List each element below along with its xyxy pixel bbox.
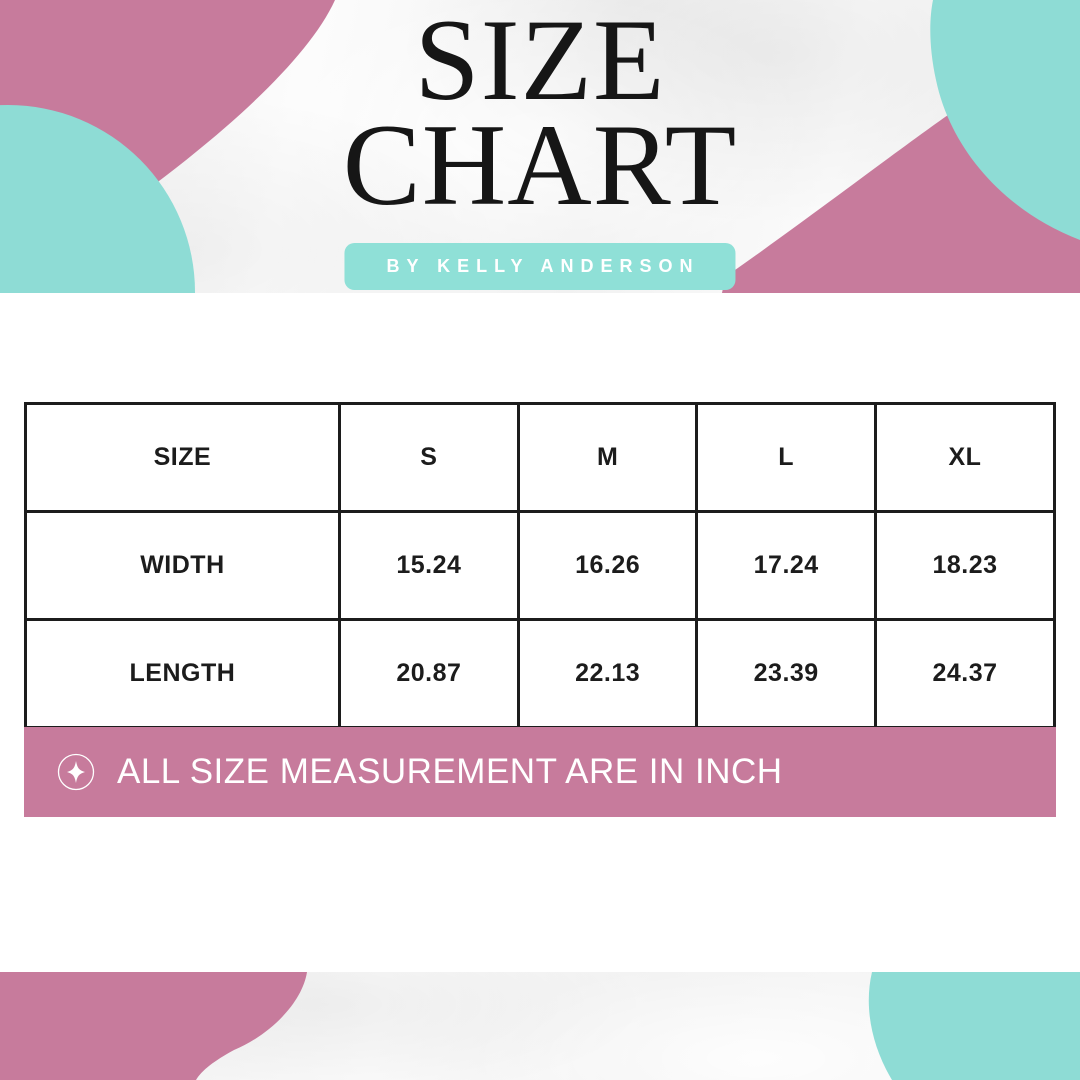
decorative-blobs-bottom xyxy=(0,972,1080,1080)
footer-section xyxy=(0,972,1080,1080)
column-header-xl: XL xyxy=(873,402,1057,513)
table-cell: 16.26 xyxy=(516,510,699,621)
column-header-m: M xyxy=(516,402,699,513)
table-cell: 15.24 xyxy=(337,510,520,621)
table-cell: 24.37 xyxy=(873,618,1057,729)
table-cell: 17.24 xyxy=(695,510,877,621)
page-title: SIZE CHART xyxy=(0,0,1080,230)
table-cell: 22.13 xyxy=(516,618,699,729)
byline-text: BY KELLY ANDERSON xyxy=(386,256,700,276)
table-row-width: WIDTH 15.24 16.26 17.24 18.23 xyxy=(24,510,1057,621)
table-cell: 20.87 xyxy=(337,618,520,729)
page-title-line1: SIZE xyxy=(414,0,666,125)
table-cell: 18.23 xyxy=(873,510,1057,621)
table-row-length: LENGTH 20.87 22.13 23.39 24.37 xyxy=(24,618,1057,729)
teal-blob-top-left xyxy=(0,105,195,293)
column-header-size: SIZE xyxy=(24,402,341,513)
byline-badge: BY KELLY ANDERSON xyxy=(344,243,736,290)
table-cell: 23.39 xyxy=(695,618,877,729)
column-header-s: S xyxy=(337,402,520,513)
row-label-width: WIDTH xyxy=(24,510,341,621)
pink-blob-bottom-left xyxy=(0,972,307,1080)
header-section: SIZE CHART BY KELLY ANDERSON xyxy=(0,0,1080,293)
teal-blob-bottom-right xyxy=(868,972,1080,1080)
teal-blob-top-right xyxy=(930,0,1080,240)
note-text: ALL SIZE MEASUREMENT ARE IN INCH xyxy=(117,752,783,791)
size-chart-table: SIZE S M L XL WIDTH 15.24 16.26 17.24 18… xyxy=(24,402,1057,729)
sparkle-icon xyxy=(57,753,95,791)
page-title-line2: CHART xyxy=(342,101,738,230)
note-banner: ALL SIZE MEASUREMENT ARE IN INCH xyxy=(24,727,1056,817)
row-label-length: LENGTH xyxy=(24,618,341,729)
decorative-blobs-top xyxy=(0,0,1080,293)
column-header-l: L xyxy=(695,402,877,513)
table-header-row: SIZE S M L XL xyxy=(24,402,1057,513)
